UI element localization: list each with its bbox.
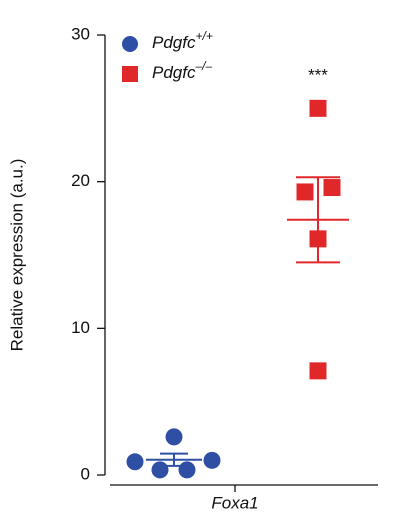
- data-point: [309, 362, 327, 380]
- legend-name: Pdgfc: [152, 63, 196, 82]
- legend-name: Pdgfc: [152, 33, 196, 52]
- y-axis-label: Relative expression (a.u.): [7, 159, 26, 352]
- legend-label: Pdgfc–/–: [152, 59, 212, 82]
- legend-sup: +/+: [195, 29, 212, 43]
- y-tick-label: 0: [81, 464, 90, 483]
- data-point: [151, 461, 169, 479]
- y-tick-label: 10: [71, 318, 90, 337]
- legend-marker: [122, 66, 138, 82]
- significance: ***: [308, 65, 328, 84]
- data-point: [126, 453, 144, 471]
- data-point: [178, 461, 196, 479]
- data-point: [323, 179, 341, 197]
- y-tick-label: 20: [71, 171, 90, 190]
- data-point: [203, 451, 221, 469]
- legend-marker: [122, 36, 138, 52]
- legend-sup: –/–: [194, 59, 212, 73]
- data-point: [165, 428, 183, 446]
- data-point: [296, 183, 314, 201]
- data-point: [309, 99, 327, 117]
- x-tick-label: Foxa1: [211, 493, 258, 512]
- y-tick-label: 30: [71, 24, 90, 43]
- legend-label: Pdgfc+/+: [152, 29, 213, 52]
